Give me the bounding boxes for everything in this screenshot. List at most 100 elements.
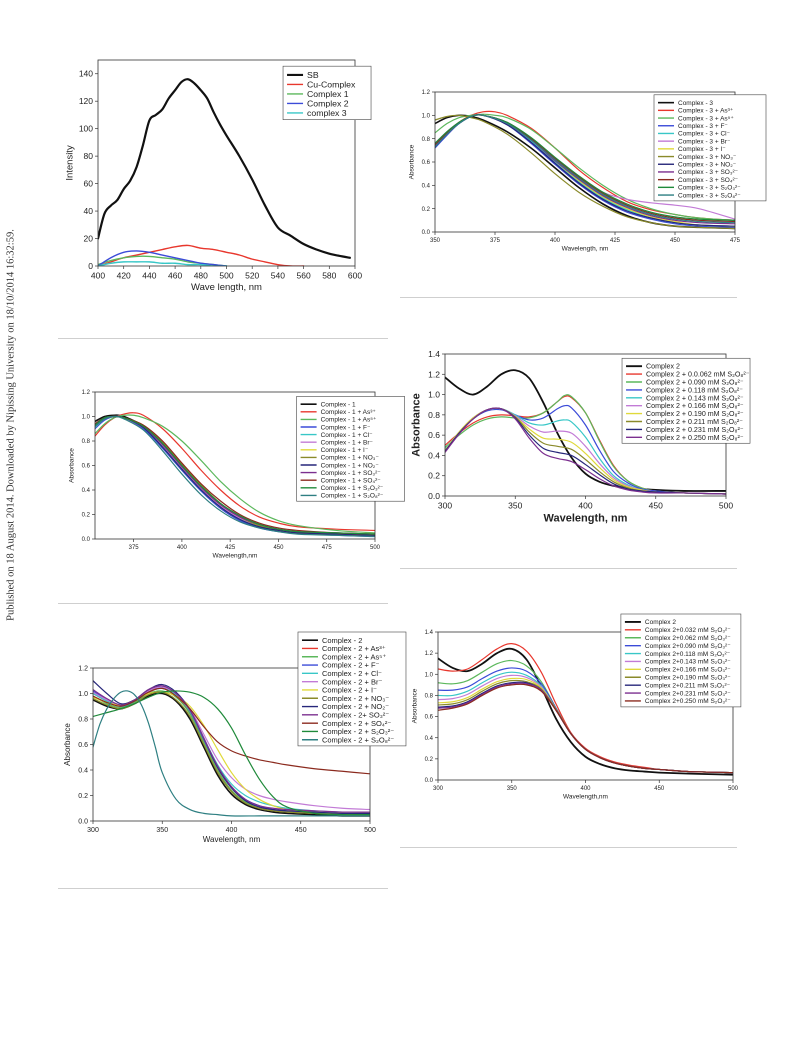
x-tick-label: 375 — [129, 545, 140, 551]
series-line — [438, 683, 733, 774]
chart-panel-a: 400 420 440 460 480 500 520 540 560 580 600 0 20 40 60… — [55, 48, 372, 296]
y-tick-label: 140 — [79, 69, 93, 79]
legend-entry: Complex - 1 + S₂O₃²⁻ — [321, 485, 384, 492]
legend-entry: Complex - 2 + Br⁻ — [322, 677, 382, 686]
legend-entry: Complex 2+0.118 mM S₂O₃²⁻ — [645, 651, 731, 658]
y-tick-label: 1.0 — [428, 390, 440, 400]
legend-entry: Complex - 2 + NO₂⁻ — [322, 702, 389, 711]
y-tick-label: 0.8 — [428, 410, 440, 420]
y-tick-label: 0 — [88, 261, 93, 271]
y-tick-label: 0.4 — [425, 736, 434, 742]
series-line — [98, 250, 228, 266]
x-tick-label: 600 — [348, 271, 362, 281]
legend-entry: Complex - 2 + I⁻ — [322, 686, 377, 695]
x-tick-label: 500 — [364, 827, 376, 834]
x-tick-label: 420 — [117, 271, 131, 281]
y-tick-label: 0.0 — [428, 491, 440, 501]
legend-entry: Complex - 3 + SO₄²⁻ — [678, 177, 739, 184]
x-tick-label: 400 — [550, 238, 561, 244]
y-tick-label: 0.6 — [422, 160, 431, 166]
y-tick-label: 1.2 — [425, 651, 434, 657]
series-line — [98, 244, 305, 266]
chart-svg: 300 350 400 450 500 0.0 0.2 0.4 0.6 0.8 1.0 1.2 Wave… — [63, 631, 407, 844]
y-tick-label: 0.6 — [82, 464, 91, 470]
separator-rule — [400, 568, 737, 569]
legend-entry: Complex - 2 + NO₃⁻ — [322, 694, 389, 703]
legend-entry: Complex 2+0.231 mM S₂O₃²⁻ — [645, 690, 731, 697]
y-tick-label: 0.4 — [78, 767, 88, 774]
x-tick-label: 450 — [649, 501, 663, 511]
legend-entry: Complex 2+0.166 mM S₂O₃²⁻ — [645, 667, 731, 674]
series-line — [93, 685, 370, 813]
legend-entry: Complex - 3 + SO₃²⁻ — [678, 169, 739, 176]
y-axis-label: Absorbance — [68, 448, 75, 483]
margin-note-text: Published on 18 August 2014. Downloaded … — [5, 229, 17, 621]
series-line — [445, 394, 726, 495]
x-tick-label: 350 — [508, 501, 522, 511]
legend-box — [621, 357, 751, 444]
x-tick-label: 450 — [295, 827, 307, 834]
separator-rule — [400, 847, 737, 848]
publication-margin-note: Published on 18 August 2014. Downloaded … — [0, 215, 22, 635]
legend-entry: Complex 2+0.211 mM S₂O₃²⁻ — [645, 682, 731, 689]
legend-entry: Complex - 3 + Cl⁻ — [678, 131, 731, 138]
legend-entry: Complex - 2 + S₂O₃²⁻ — [322, 727, 394, 736]
x-tick-label: 300 — [438, 501, 452, 511]
series-line — [98, 261, 228, 266]
legend-entry: Complex - 3 + As³⁺ — [678, 108, 734, 115]
plot-area — [435, 110, 735, 230]
y-tick-label: 0.4 — [428, 450, 440, 460]
legend-entry: Complex - 3 — [678, 100, 713, 107]
x-tick-label: 400 — [578, 501, 592, 511]
legend-entry: Complex - 3 + As⁵⁺ — [678, 115, 734, 122]
chart-panel-c: 300 350 400 450 500 0.0 0.2 0.4 0.6 0.8 1.0 1.2 1.4 W… — [395, 318, 751, 533]
y-tick-label: 1.0 — [78, 691, 88, 698]
y-tick-label: 0.6 — [428, 430, 440, 440]
y-tick-label: 0.2 — [78, 793, 88, 800]
chart-svg: 300 350 400 450 500 0.0 0.2 0.4 0.6 0.8 1.0 1.2 1.4 W… — [411, 613, 742, 801]
x-tick-label: 500 — [219, 271, 233, 281]
legend-box — [653, 94, 767, 202]
chart-svg: 375 400 425 450 475 500 0.0 0.2 0.4 0.6 0.8 1.0 1.2 W… — [68, 390, 405, 560]
y-tick-label: 0.2 — [428, 471, 440, 481]
y-tick-label: 1.2 — [82, 390, 91, 396]
legend-entry: Complex - 3 + I⁻ — [678, 146, 726, 153]
legend-entry: Complex 2 + 0.143 mM S₂O₈²⁻ — [646, 394, 744, 402]
y-axis-label: Absorbance — [408, 144, 415, 179]
y-axis-label: Absorbance — [410, 393, 422, 457]
y-tick-label: 0.8 — [425, 694, 434, 700]
x-axis-label: Wavelength, nm — [562, 246, 609, 253]
legend-entry: Complex 2 + 0.231 mM S₂O₈²⁻ — [646, 426, 744, 434]
y-tick-label: 1.2 — [78, 665, 88, 672]
y-tick-label: 0.6 — [425, 715, 434, 721]
legend-box — [620, 613, 742, 708]
x-tick-label: 350 — [430, 238, 441, 244]
legend-entry: Complex - 3 + F⁻ — [678, 123, 728, 130]
y-tick-label: 0.8 — [78, 716, 88, 723]
y-tick-label: 0.6 — [78, 742, 88, 749]
legend-entry: Complex 2 + 0.190 mM S₂O₈²⁻ — [646, 410, 744, 418]
y-tick-label: 1.0 — [82, 415, 91, 421]
x-tick-label: 350 — [156, 827, 168, 834]
x-tick-label: 425 — [225, 545, 236, 551]
series-line — [95, 415, 375, 538]
x-tick-label: 350 — [507, 786, 518, 792]
y-tick-label: 0.0 — [82, 537, 91, 543]
x-tick-label: 500 — [719, 501, 733, 511]
x-tick-label: 540 — [271, 271, 285, 281]
y-tick-label: 1.4 — [425, 630, 434, 636]
x-tick-label: 450 — [654, 786, 665, 792]
legend-box — [296, 396, 405, 502]
plot-area — [438, 643, 733, 776]
y-tick-label: 0.4 — [82, 488, 91, 494]
y-tick-label: 0.2 — [422, 207, 431, 213]
legend-entry: Complex - 1 + NO₃⁻ — [321, 455, 380, 462]
y-tick-label: 40 — [84, 206, 94, 216]
legend-entry: Complex 2 — [645, 619, 676, 626]
legend-entry: Complex - 2 + F⁻ — [322, 661, 380, 670]
x-axis-label: Wavelength, nm — [544, 513, 628, 525]
